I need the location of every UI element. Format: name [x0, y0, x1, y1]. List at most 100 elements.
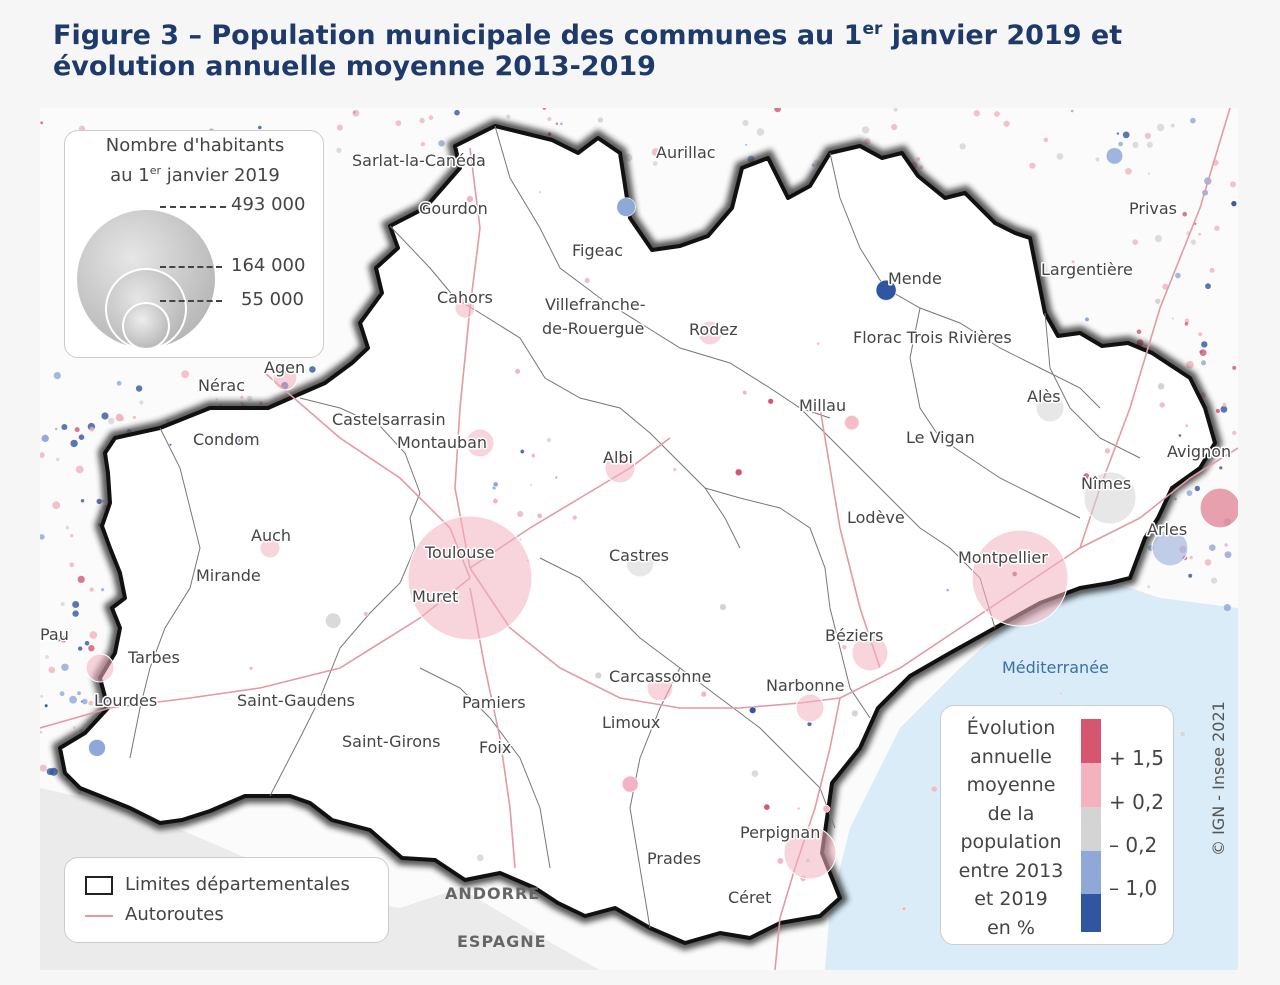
commune-marker-1264: [237, 435, 244, 443]
commune-marker-1284: [594, 672, 602, 680]
place-label-narbonne: Narbonne: [766, 676, 844, 695]
outside-commune-marker-178: [1043, 137, 1049, 143]
size-legend-value-large: 493 000: [231, 194, 306, 215]
outside-commune-marker-145: [1232, 365, 1237, 370]
outside-commune-marker-28: [1186, 361, 1194, 369]
outside-commune-marker-240: [1184, 322, 1189, 326]
size-legend-title-line2: au 1er janvier 2019: [110, 164, 280, 186]
city-circle-auch: [259, 537, 281, 559]
size-legend-leader-medium: [160, 266, 222, 268]
outside-commune-marker-244: [215, 398, 218, 401]
commune-marker-1283: [537, 513, 543, 519]
outside-commune-marker-44: [438, 140, 445, 147]
outside-commune-marker-193: [135, 385, 143, 392]
commune-marker-21: [1083, 472, 1090, 480]
place-label-mende: Mende: [888, 269, 942, 288]
city-circle-narbonne: [795, 693, 825, 723]
commune-marker-22: [572, 515, 578, 521]
commune-marker-1270: [822, 805, 831, 813]
outside-commune-marker-156: [774, 108, 781, 113]
dept-limit-4: [494, 125, 831, 419]
city-circle-ales: [1035, 393, 1065, 423]
outside-commune-marker-75: [69, 695, 77, 704]
dept-limit-7: [704, 487, 871, 719]
outside-commune-marker-118: [959, 143, 966, 150]
place-label-castres: Castres: [609, 546, 669, 565]
commune-marker-1275: [104, 697, 110, 704]
outside-commune-marker-148: [1132, 141, 1139, 148]
outside-commune-marker-62: [1095, 157, 1100, 162]
outside-commune-marker-109: [1209, 544, 1216, 551]
outside-commune-marker-194: [75, 465, 84, 474]
outside-commune-marker-105: [88, 700, 94, 706]
outside-commune-marker-173: [77, 691, 81, 696]
size-legend-leader-small: [160, 300, 222, 302]
motorway-4: [469, 567, 841, 709]
swatch-strong-decline: [1081, 894, 1101, 932]
outside-commune-marker-236: [61, 663, 69, 671]
commune-marker-1268: [616, 197, 636, 217]
place-label-sarlat: Sarlat-la-Canéda: [352, 151, 486, 170]
place-label-perpignan: Perpignan: [740, 823, 820, 842]
commune-marker-1280: [901, 906, 907, 911]
city-circle-perpignan: [783, 826, 837, 880]
swatch-strong-growth: [1081, 719, 1101, 763]
outside-commune-marker-159: [96, 498, 102, 505]
size-legend-title-line1: Nombre d'habitants: [105, 135, 285, 156]
motorway-8: [819, 407, 881, 669]
place-label-agen: Agen: [264, 358, 305, 377]
place-label-ceret: Céret: [728, 888, 771, 907]
outside-commune-marker-93: [60, 602, 65, 607]
place-label-limoux: Limoux: [602, 713, 660, 732]
outside-commune-marker-138: [80, 499, 85, 503]
outside-commune-marker-69: [88, 645, 95, 652]
line-legend: Limites départementales Autoroutes: [64, 857, 389, 943]
place-label-saint-girons: Saint-Girons: [342, 732, 441, 751]
outside-commune-marker-215: [40, 694, 44, 698]
outside-commune-marker-92: [555, 122, 559, 125]
swatch-growth: [1081, 763, 1101, 807]
commune-marker-1274: [875, 279, 897, 301]
outside-commune-marker-18: [1194, 485, 1201, 492]
outside-commune-marker-139: [1198, 332, 1203, 337]
copyright-credit: © IGN - Insee 2021: [1209, 701, 1228, 856]
outside-commune-marker-225: [55, 457, 60, 462]
commune-marker-1267: [763, 803, 770, 811]
city-circle-rodez: [697, 320, 723, 346]
outside-commune-marker-239: [560, 122, 563, 126]
commune-marker-1265: [767, 398, 774, 405]
outside-commune-marker-228: [258, 125, 262, 130]
outside-commune-marker-221: [651, 148, 660, 157]
outside-commune-marker-180: [61, 424, 68, 430]
outside-commune-marker-108: [1224, 551, 1232, 559]
outside-commune-marker-146: [1156, 123, 1165, 132]
commune-marker-1295: [775, 837, 779, 841]
outside-commune-marker-33: [40, 452, 45, 458]
outside-commune-marker-98: [542, 108, 546, 110]
place-label-lodeve: Lodève: [847, 508, 905, 527]
country-label-espagne: ESPAGNE: [457, 932, 547, 951]
city-circle-beziers: [851, 634, 889, 672]
commune-marker-34: [100, 587, 105, 592]
threshold-label-4: – 1,0: [1109, 876, 1158, 900]
legend-label-motorways: Autoroutes: [125, 904, 224, 925]
legend-label-departmental-limits: Limites départementales: [125, 874, 350, 895]
city-circle-carcassonne: [646, 674, 674, 702]
region-occitanie[interactable]: [58, 124, 1217, 945]
city-circle-montpellier: [971, 529, 1069, 627]
place-label-le-vigan: Le Vigan: [906, 428, 975, 447]
dept-limit-2: [129, 427, 201, 759]
outside-commune-marker-150: [973, 110, 980, 117]
outside-commune-marker-242: [916, 157, 921, 161]
outside-commune-marker-234: [72, 726, 76, 729]
place-label-pamiers: Pamiers: [462, 693, 526, 712]
place-label-villefranche-1: Villefranche-: [545, 295, 645, 314]
change-legend-title: Évolution annuelle moyenne de la populat…: [958, 717, 1064, 939]
commune-markers: [88, 141, 1221, 911]
outside-commune-marker-217: [82, 698, 88, 705]
outside-commune-marker-89: [1147, 585, 1151, 589]
map[interactable]: Sarlat-la-Canéda Aurillac Gourdon Privas…: [40, 108, 1238, 970]
place-label-muret: Muret: [412, 587, 458, 606]
commune-marker-6: [796, 807, 801, 811]
outside-commune-marker-137: [1205, 283, 1211, 290]
